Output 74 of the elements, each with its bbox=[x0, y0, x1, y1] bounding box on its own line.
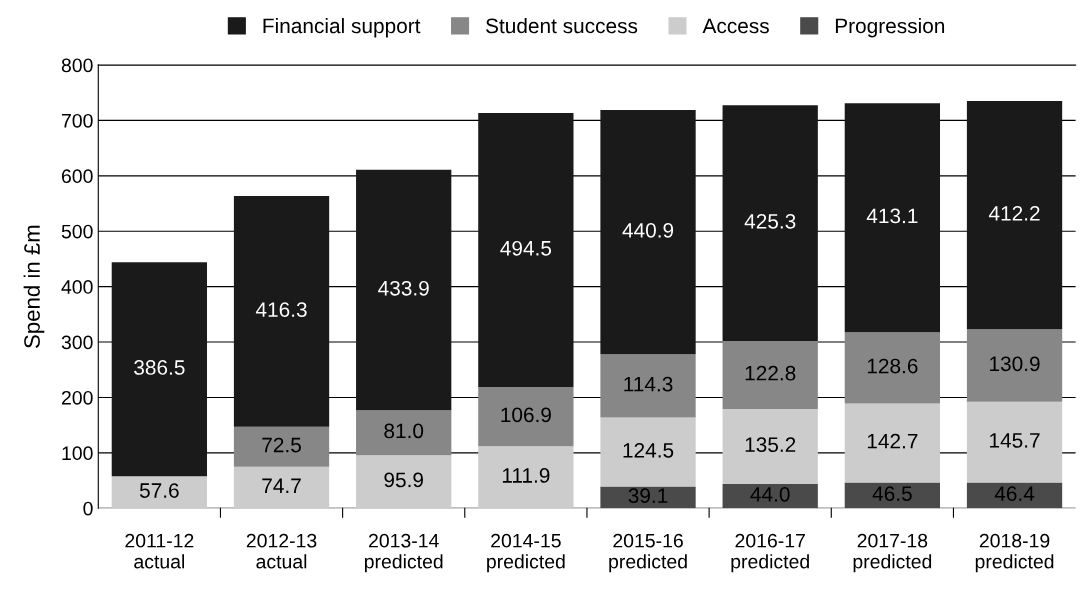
bar bbox=[111, 262, 208, 477]
data-label: 440.9 bbox=[622, 222, 674, 238]
x-tick-label: 2016-17 predicted bbox=[731, 533, 809, 573]
bar bbox=[233, 196, 330, 427]
bar bbox=[844, 403, 941, 483]
bar bbox=[478, 113, 574, 388]
legend-label: Financial support bbox=[263, 17, 421, 38]
bar bbox=[966, 100, 1063, 330]
data-label: 81.0 bbox=[384, 423, 424, 439]
bar bbox=[356, 410, 452, 456]
legend-label: Progression bbox=[835, 17, 945, 38]
data-label: 494.5 bbox=[500, 240, 552, 256]
y-tick-label: 500 bbox=[61, 224, 93, 239]
legend-label: Student success bbox=[486, 17, 638, 34]
x-tick-label: 2011-12 actual bbox=[125, 533, 194, 569]
data-label: 386.5 bbox=[134, 360, 185, 375]
bar bbox=[233, 426, 330, 467]
bar bbox=[356, 455, 452, 509]
data-label: 128.6 bbox=[867, 358, 918, 374]
bar bbox=[111, 476, 208, 509]
bar bbox=[600, 110, 696, 355]
data-label: 39.1 bbox=[628, 488, 668, 504]
y-tick-label: 0 bbox=[83, 501, 93, 516]
data-label: 130.9 bbox=[990, 356, 1040, 372]
y-tick-label: 800 bbox=[61, 58, 93, 73]
bar bbox=[844, 332, 941, 404]
data-label: 46.5 bbox=[872, 486, 912, 501]
bar bbox=[722, 105, 818, 341]
bar bbox=[844, 103, 941, 333]
x-tick-label: 2013-14 predicted bbox=[364, 533, 443, 573]
data-label: 46.4 bbox=[994, 486, 1035, 501]
bar bbox=[356, 169, 452, 411]
data-label: 122.8 bbox=[745, 365, 796, 381]
data-label: 124.5 bbox=[623, 442, 674, 458]
bar bbox=[478, 446, 574, 509]
bar bbox=[233, 466, 330, 509]
data-label: 111.9 bbox=[502, 468, 550, 483]
data-label: 433.9 bbox=[378, 280, 429, 296]
y-tick-label: 300 bbox=[61, 335, 93, 350]
bar bbox=[844, 482, 941, 509]
legend-label: Access bbox=[702, 18, 769, 34]
y-tick-label: 700 bbox=[61, 113, 93, 128]
data-label: 413.1 bbox=[866, 208, 918, 224]
data-label: 135.2 bbox=[745, 437, 796, 453]
x-tick-label: 2014-15 predicted bbox=[487, 533, 565, 573]
data-label: 72.5 bbox=[262, 437, 301, 453]
bar bbox=[600, 354, 696, 418]
data-label: 95.9 bbox=[384, 472, 423, 488]
y-tick-label: 400 bbox=[61, 280, 93, 294]
bar bbox=[600, 417, 696, 487]
bar bbox=[722, 340, 818, 409]
y-tick-label: 100 bbox=[62, 446, 93, 461]
data-label: 412.2 bbox=[988, 205, 1040, 221]
data-label: 44.0 bbox=[750, 486, 790, 502]
data-label: 114.3 bbox=[624, 376, 673, 392]
data-label: 416.3 bbox=[255, 302, 307, 317]
bar bbox=[478, 387, 574, 447]
bar bbox=[966, 329, 1063, 402]
y-tick-label: 200 bbox=[61, 390, 93, 405]
data-label: 145.7 bbox=[990, 433, 1040, 448]
bar bbox=[722, 408, 818, 484]
data-label: 142.7 bbox=[867, 433, 918, 449]
data-label: 57.6 bbox=[139, 483, 179, 498]
x-tick-label: 2017-18 predicted bbox=[853, 533, 932, 573]
bar bbox=[722, 483, 818, 509]
data-label: 425.3 bbox=[744, 213, 796, 229]
x-tick-label: 2018-19 predicted bbox=[975, 533, 1054, 573]
x-tick-label: 2012-13 actual bbox=[246, 533, 317, 569]
y-axis-title: Spend in £m bbox=[23, 225, 45, 349]
data-label: 74.7 bbox=[262, 478, 301, 493]
data-label: 106.9 bbox=[501, 407, 551, 423]
x-tick-label: 2015-16 predicted bbox=[609, 533, 687, 573]
y-tick-label: 600 bbox=[61, 169, 93, 184]
bar bbox=[966, 401, 1063, 483]
